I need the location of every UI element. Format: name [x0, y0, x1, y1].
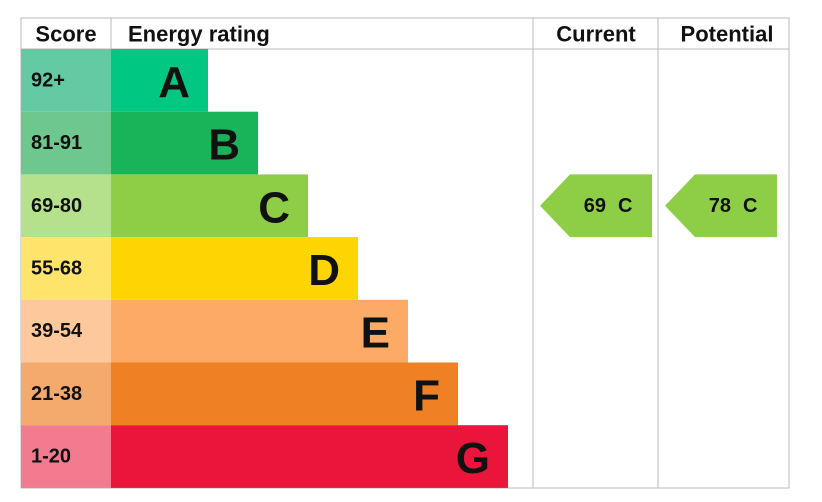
score-range: 55-68	[31, 257, 82, 279]
rating-letter: G	[456, 434, 490, 483]
header-rating: Energy rating	[128, 22, 270, 47]
rating-bar	[111, 237, 358, 300]
score-cell	[21, 49, 111, 112]
rating-letter: D	[308, 246, 340, 295]
potential-arrow	[665, 174, 777, 238]
score-range: 81-91	[31, 132, 82, 154]
rating-bar	[111, 299, 408, 363]
rating-letter: F	[413, 371, 440, 420]
score-cell	[21, 111, 111, 175]
score-cell	[21, 362, 111, 426]
header-score: Score	[35, 22, 96, 47]
current-letter: C	[618, 195, 632, 217]
score-cell	[21, 174, 111, 238]
rating-bar	[111, 174, 308, 238]
rating-bar	[111, 49, 208, 112]
current-arrow	[540, 174, 652, 238]
score-range: 69-80	[31, 195, 82, 217]
score-range: 92+	[31, 69, 65, 91]
rating-letter: C	[258, 183, 290, 232]
header-potential: Potential	[681, 22, 774, 47]
score-range: 39-54	[31, 320, 83, 342]
score-cell	[21, 299, 111, 363]
rating-letter: B	[208, 121, 240, 170]
rating-bar	[111, 362, 458, 426]
score-cell	[21, 425, 111, 488]
rating-letter: A	[158, 58, 190, 107]
rating-bar	[111, 111, 258, 175]
score-range: 1-20	[31, 446, 71, 468]
score-cell	[21, 237, 111, 300]
header-current: Current	[556, 22, 636, 47]
score-range: 21-38	[31, 383, 82, 405]
current-score: 69	[584, 195, 606, 217]
rating-bar	[111, 425, 508, 488]
potential-letter: C	[743, 195, 757, 217]
potential-score: 78	[709, 195, 731, 217]
rating-letter: E	[361, 309, 390, 358]
